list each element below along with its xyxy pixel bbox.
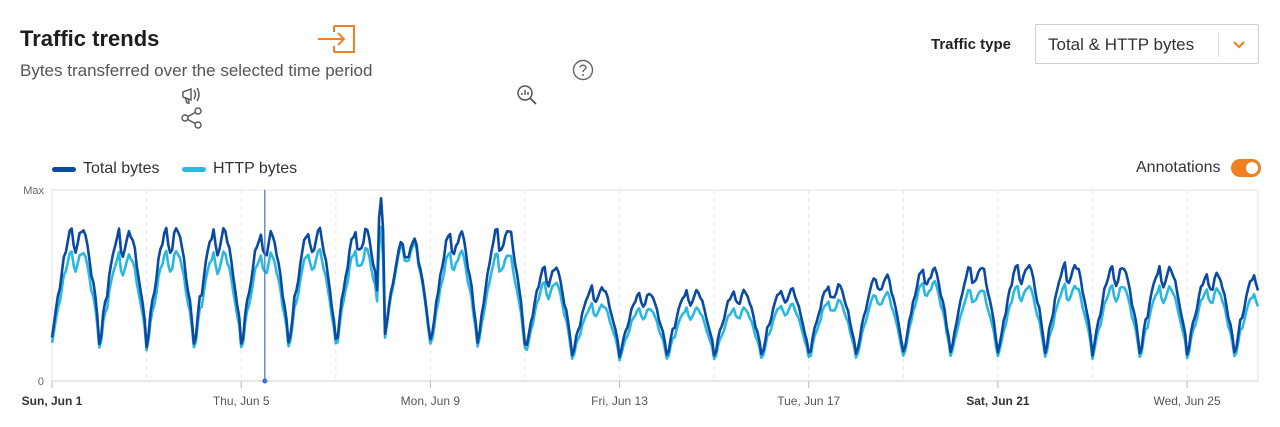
megaphone-icon[interactable] xyxy=(180,84,204,106)
export-icon[interactable] xyxy=(316,23,358,55)
y-tick-label: 0 xyxy=(38,376,44,388)
series-line-http-bytes xyxy=(50,225,1260,362)
x-tick-label: Wed, Jun 25 xyxy=(1153,394,1220,408)
legend-http-bytes[interactable]: HTTP bytes xyxy=(182,159,297,179)
legend-label-http: HTTP bytes xyxy=(213,160,298,177)
x-tick-label: Thu, Jun 5 xyxy=(213,394,270,408)
toggle-knob xyxy=(1246,162,1258,174)
x-tick-label: Mon, Jun 9 xyxy=(401,394,461,408)
legend-swatch-http xyxy=(182,166,206,172)
help-icon[interactable] xyxy=(572,59,594,81)
annotations-toggle[interactable] xyxy=(1231,159,1261,177)
x-tick-label: Sat, Jun 21 xyxy=(966,394,1030,408)
legend-swatch-total xyxy=(52,166,76,172)
annotation-marker xyxy=(262,378,268,384)
zoom-chart-icon[interactable] xyxy=(515,83,539,107)
series-line-total-bytes xyxy=(50,197,1260,359)
share-icon[interactable] xyxy=(180,107,204,129)
traffic-chart[interactable]: Max 0 Sun, Jun 1 Thu, Jun 5 Mon, Jun 9 Fri, J… xyxy=(0,180,1280,420)
x-tick-label: Tue, Jun 17 xyxy=(777,394,840,408)
traffic-type-value: Total & HTTP bytes xyxy=(1048,35,1195,54)
annotations-label: Annotations xyxy=(1136,159,1221,176)
traffic-type-select[interactable]: Total & HTTP bytes xyxy=(1035,24,1259,64)
legend-total-bytes[interactable]: Total bytes xyxy=(52,159,159,179)
x-tick-label: Fri, Jun 13 xyxy=(591,394,648,408)
traffic-type-label: Traffic type xyxy=(931,36,1012,53)
y-tick-label: Max xyxy=(23,185,44,197)
x-tick-label: Sun, Jun 1 xyxy=(22,394,83,408)
page-subtitle: Bytes transferred over the selected time… xyxy=(20,61,373,80)
page-title: Traffic trends xyxy=(20,26,160,51)
chevron-down-icon[interactable] xyxy=(1232,39,1246,51)
legend-label-total: Total bytes xyxy=(83,160,160,177)
select-divider xyxy=(1218,33,1219,57)
